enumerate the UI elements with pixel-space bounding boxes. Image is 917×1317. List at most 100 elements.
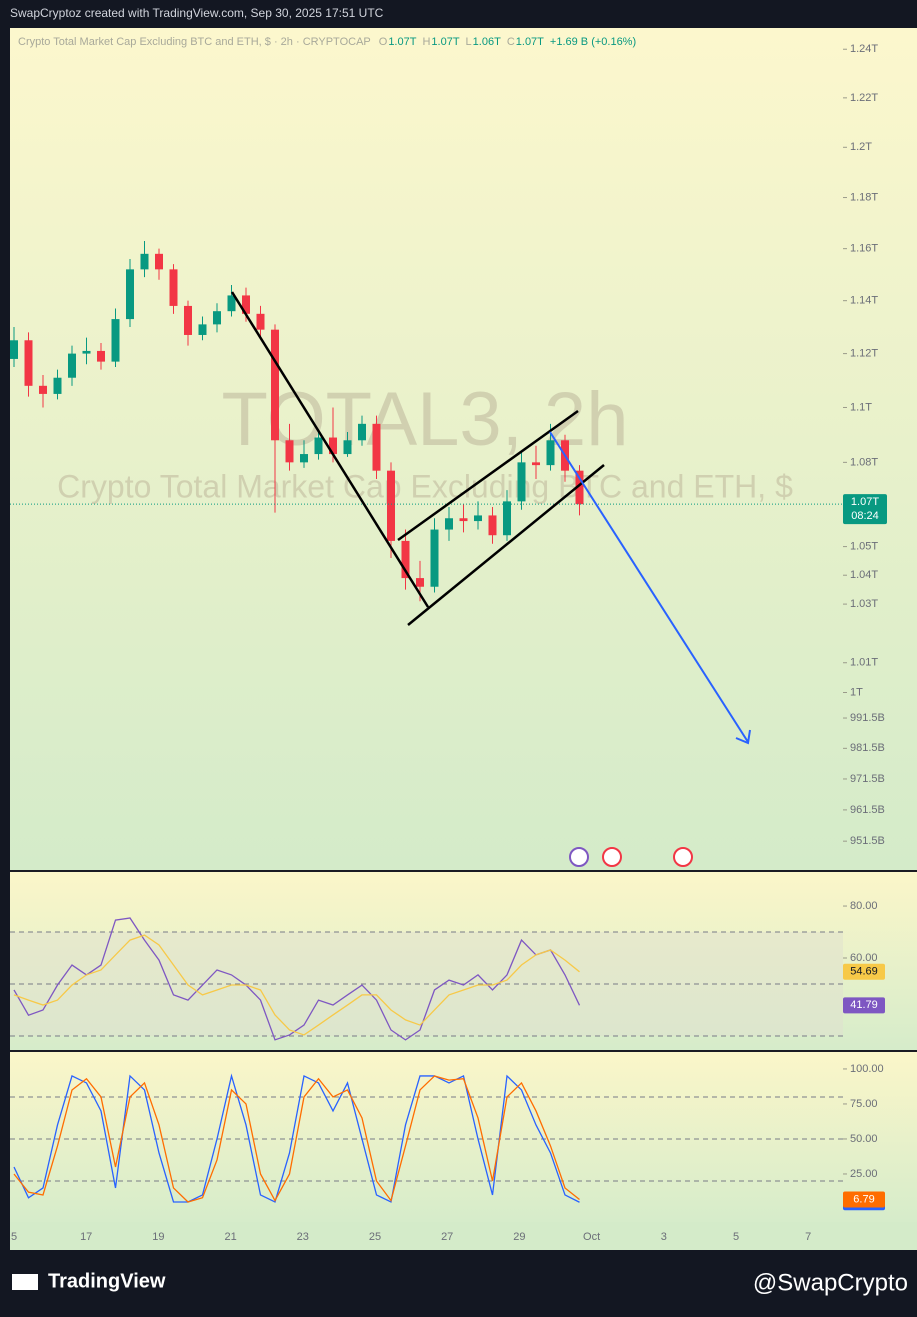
y-tick-label: 1.04T — [850, 569, 878, 581]
y-tick-label: 1.01T — [850, 657, 878, 669]
candle-body — [459, 518, 468, 522]
legend-value: 1.07T — [516, 36, 544, 48]
logo-icon — [12, 1274, 38, 1290]
indicator-line — [13, 1073, 580, 1203]
candle-body — [329, 437, 337, 455]
header-bar — [0, 0, 917, 28]
legend-key: C — [507, 36, 515, 48]
channel-upper — [397, 409, 579, 542]
footer-handle: @SwapCrypto — [753, 1269, 908, 1296]
y-tick-label: 1.24T — [850, 43, 878, 55]
y-tick-label: 75.00 — [850, 1098, 878, 1110]
candle-body — [213, 311, 221, 325]
candle-body — [82, 350, 91, 354]
y-tick-label: 1.12T — [850, 348, 878, 360]
candle-body — [372, 423, 381, 471]
candle-body — [488, 515, 497, 536]
candle-body — [517, 462, 526, 502]
x-tick-label: 3 — [661, 1231, 667, 1243]
y-tick-label: 1.2T — [850, 141, 872, 153]
candle-body — [24, 340, 33, 386]
candle-body — [300, 454, 308, 463]
drawings — [230, 291, 751, 745]
value-tag: 54.69 — [850, 966, 878, 978]
x-tick-label: 29 — [513, 1231, 525, 1243]
y-tick-label: 1.14T — [850, 295, 878, 307]
header-text: SwapCryptoz created with TradingView.com… — [10, 6, 384, 20]
candle-body — [546, 440, 555, 466]
candle-body — [53, 377, 62, 394]
legend-value: 1.06T — [473, 36, 501, 48]
candle-body — [126, 269, 134, 320]
y-tick-label: 1.18T — [850, 191, 878, 203]
y-tick-label: 80.00 — [850, 900, 878, 912]
price-tag-bg — [843, 494, 887, 525]
watermark-name: Crypto Total Market Cap Excluding BTC an… — [57, 468, 793, 504]
y-tick-label: 991.5B — [850, 712, 885, 724]
candle-body — [343, 440, 352, 455]
y-tick-label: 50.00 — [850, 1133, 878, 1145]
trend-line — [230, 291, 430, 608]
legend-title: Crypto Total Market Cap Excluding BTC an… — [18, 36, 371, 48]
legend-key: O — [379, 36, 388, 48]
y-tick-label: 971.5B — [850, 773, 885, 785]
time-axis — [10, 1222, 917, 1250]
value-tag-bg — [843, 1191, 885, 1208]
channel-lower — [407, 464, 605, 626]
candle-body — [401, 540, 410, 579]
y-tick-label: 981.5B — [850, 742, 885, 754]
candle-body — [430, 529, 439, 587]
x-tick-label: 5 — [733, 1231, 739, 1243]
value-tag-bg — [843, 997, 885, 1014]
event-icons — [569, 847, 693, 867]
legend-value: 1.07T — [431, 36, 459, 48]
candle-body — [140, 253, 149, 270]
candle-body — [68, 353, 76, 378]
x-tick-label: 27 — [441, 1231, 453, 1243]
x-tick-label: 21 — [224, 1231, 236, 1243]
indicator-line — [13, 934, 580, 1036]
candle-body — [10, 340, 18, 359]
value-tag: 41.79 — [850, 999, 878, 1011]
value-tag: 6.79 — [853, 1193, 874, 1205]
candle-body — [39, 385, 47, 394]
candle-body — [285, 440, 294, 463]
candle-body — [242, 295, 250, 314]
y-tick-label: 961.5B — [850, 804, 885, 816]
event-icon[interactable] — [602, 847, 622, 867]
candle-body — [532, 462, 540, 466]
candle-body — [503, 501, 511, 536]
candle-body — [111, 319, 120, 362]
event-icon[interactable] — [673, 847, 693, 867]
footer-bar — [0, 1250, 917, 1312]
main-pane — [10, 28, 917, 870]
y-tick-label: 100.00 — [850, 1063, 884, 1075]
y-tick-label: 1.16T — [850, 243, 878, 255]
legend-change: +1.69 B (+0.16%) — [550, 36, 636, 48]
footer-logo: TradingView — [48, 1270, 166, 1292]
candle-body — [474, 515, 482, 522]
candle-body — [184, 305, 192, 335]
price-tag: 1.07T — [851, 496, 879, 508]
candle-body — [387, 470, 395, 541]
candle-body — [256, 313, 265, 330]
y-tick-label: 1.03T — [850, 598, 878, 610]
event-icon[interactable] — [569, 847, 589, 867]
projection-arrow — [549, 431, 749, 743]
arrow-head — [735, 729, 751, 745]
y-tick-label: 1T — [850, 686, 863, 698]
legend-key: L — [466, 36, 472, 48]
x-tick-label: 17 — [80, 1231, 92, 1243]
candle-body — [358, 423, 366, 441]
x-tick-label: 23 — [297, 1231, 309, 1243]
y-tick-label: 25.00 — [850, 1168, 878, 1180]
candle-body — [314, 437, 323, 455]
y-tick-label: 1.1T — [850, 401, 872, 413]
candle-body — [445, 518, 453, 530]
x-tick-label: 19 — [152, 1231, 164, 1243]
y-tick-label: 1.22T — [850, 92, 878, 104]
x-tick-label: 5 — [11, 1231, 17, 1243]
y-tick-label: 60.00 — [850, 952, 878, 964]
candle-body — [169, 269, 178, 306]
